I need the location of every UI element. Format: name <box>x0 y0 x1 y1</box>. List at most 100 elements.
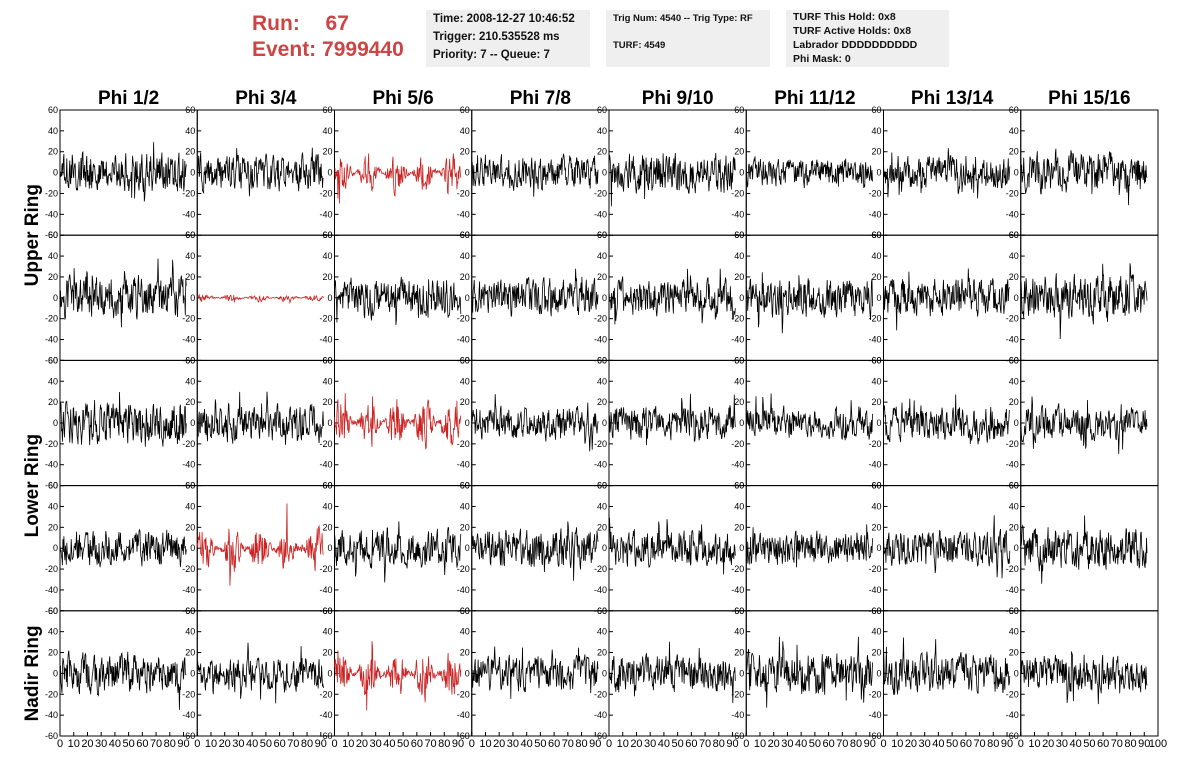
x-tick-label: 40 <box>795 738 807 750</box>
y-tick-label: -40 <box>1006 585 1019 595</box>
y-tick-label: 40 <box>185 627 195 637</box>
y-tick-label: -40 <box>182 460 195 470</box>
y-tick-label: 20 <box>871 397 881 407</box>
waveform-trace <box>334 521 462 583</box>
y-tick-label: -40 <box>319 335 332 345</box>
y-tick-label: 60 <box>734 481 744 491</box>
x-tick-label: 0 <box>469 738 475 750</box>
y-tick-label: -20 <box>457 689 470 699</box>
waveform-trace <box>608 268 736 325</box>
waveform-trace <box>334 153 462 204</box>
x-tick-label: 50 <box>672 738 684 750</box>
y-tick-label: -20 <box>319 564 332 574</box>
ring-label: Nadir Ring <box>22 625 43 721</box>
y-tick-label: -20 <box>182 689 195 699</box>
x-tick-label: 100 <box>1149 738 1167 750</box>
y-tick-label: -60 <box>319 731 332 741</box>
y-tick-label: -40 <box>731 460 744 470</box>
y-tick-label: 0 <box>53 293 58 303</box>
y-tick-label: -40 <box>45 460 58 470</box>
x-tick-label: 20 <box>768 738 780 750</box>
x-tick-label: 0 <box>880 738 886 750</box>
y-tick-label: -20 <box>731 439 744 449</box>
panel-frame <box>1020 359 1159 487</box>
x-tick-label: 80 <box>438 738 450 750</box>
y-tick-label: 0 <box>739 668 744 678</box>
y-tick-label: -20 <box>868 564 881 574</box>
x-tick-label: 90 <box>1001 738 1013 750</box>
waveform-trace <box>745 524 873 568</box>
waveform-trace <box>334 276 462 325</box>
y-tick-label: -60 <box>731 731 744 741</box>
x-tick-label: 20 <box>219 738 231 750</box>
y-tick-label: 40 <box>322 376 332 386</box>
y-tick-label: 60 <box>1009 105 1019 115</box>
waveform-trace <box>1020 515 1148 584</box>
y-tick-label: 0 <box>602 168 607 178</box>
x-tick-label: 10 <box>68 738 80 750</box>
y-tick-label: -40 <box>457 585 470 595</box>
y-tick-label: 20 <box>185 397 195 407</box>
x-tick-label: 50 <box>534 738 546 750</box>
column-header: Phi 7/8 <box>510 88 571 109</box>
x-tick-label: 70 <box>562 738 574 750</box>
y-tick-label: -60 <box>45 731 58 741</box>
y-tick-label: 0 <box>327 293 332 303</box>
y-tick-label: -20 <box>182 188 195 198</box>
y-tick-label: -40 <box>731 585 744 595</box>
waveform-trace <box>196 391 324 445</box>
y-tick-label: 60 <box>322 105 332 115</box>
y-tick-label: -60 <box>594 731 607 741</box>
y-tick-label: 40 <box>734 627 744 637</box>
panel-frame <box>745 109 884 236</box>
x-tick-label: 80 <box>575 738 587 750</box>
y-tick-label: -20 <box>457 439 470 449</box>
y-tick-label: -40 <box>319 710 332 720</box>
y-tick-label: 20 <box>734 648 744 658</box>
y-tick-label: 0 <box>876 418 881 428</box>
waveform-trace <box>471 153 599 197</box>
y-tick-label: 60 <box>48 481 58 491</box>
x-tick-label: 40 <box>932 738 944 750</box>
x-tick-label: 20 <box>81 738 93 750</box>
x-tick-label: 40 <box>383 738 395 750</box>
y-tick-label: 40 <box>734 376 744 386</box>
x-tick-label: 0 <box>1018 738 1024 750</box>
y-tick-label: -20 <box>45 564 58 574</box>
y-tick-label: -20 <box>45 439 58 449</box>
y-tick-label: 40 <box>322 126 332 136</box>
x-tick-label: 0 <box>743 738 749 750</box>
y-tick-label: 40 <box>1009 126 1019 136</box>
y-tick-label: 0 <box>465 168 470 178</box>
event-value: 7999440 <box>322 38 404 61</box>
y-tick-label: -40 <box>45 335 58 345</box>
x-tick-label: 50 <box>1083 738 1095 750</box>
waveform-trace <box>471 521 599 581</box>
y-tick-label: 0 <box>876 543 881 553</box>
x-tick-label: 60 <box>273 738 285 750</box>
x-tick-label: 20 <box>630 738 642 750</box>
y-tick-label: -40 <box>1006 335 1019 345</box>
waveform-trace <box>608 517 736 575</box>
y-tick-label: 0 <box>327 168 332 178</box>
y-tick-label: 60 <box>48 105 58 115</box>
y-tick-label: -20 <box>182 439 195 449</box>
y-tick-label: 20 <box>460 272 470 282</box>
y-tick-label: -20 <box>45 188 58 198</box>
x-tick-label: 40 <box>658 738 670 750</box>
y-tick-label: 60 <box>48 606 58 616</box>
x-tick-label: 30 <box>919 738 931 750</box>
y-tick-label: -20 <box>868 439 881 449</box>
x-tick-label: 0 <box>194 738 200 750</box>
column-header: Phi 3/4 <box>235 88 297 109</box>
y-tick-label: -60 <box>45 481 58 491</box>
y-tick-label: -40 <box>868 460 881 470</box>
y-tick-label: 40 <box>597 627 607 637</box>
y-tick-label: -20 <box>319 188 332 198</box>
y-tick-label: 40 <box>48 627 58 637</box>
waveform-trace <box>883 637 1011 695</box>
x-tick-label: 20 <box>905 738 917 750</box>
x-tick-label: 80 <box>850 738 862 750</box>
y-tick-label: -20 <box>868 188 881 198</box>
y-tick-label: -20 <box>457 564 470 574</box>
